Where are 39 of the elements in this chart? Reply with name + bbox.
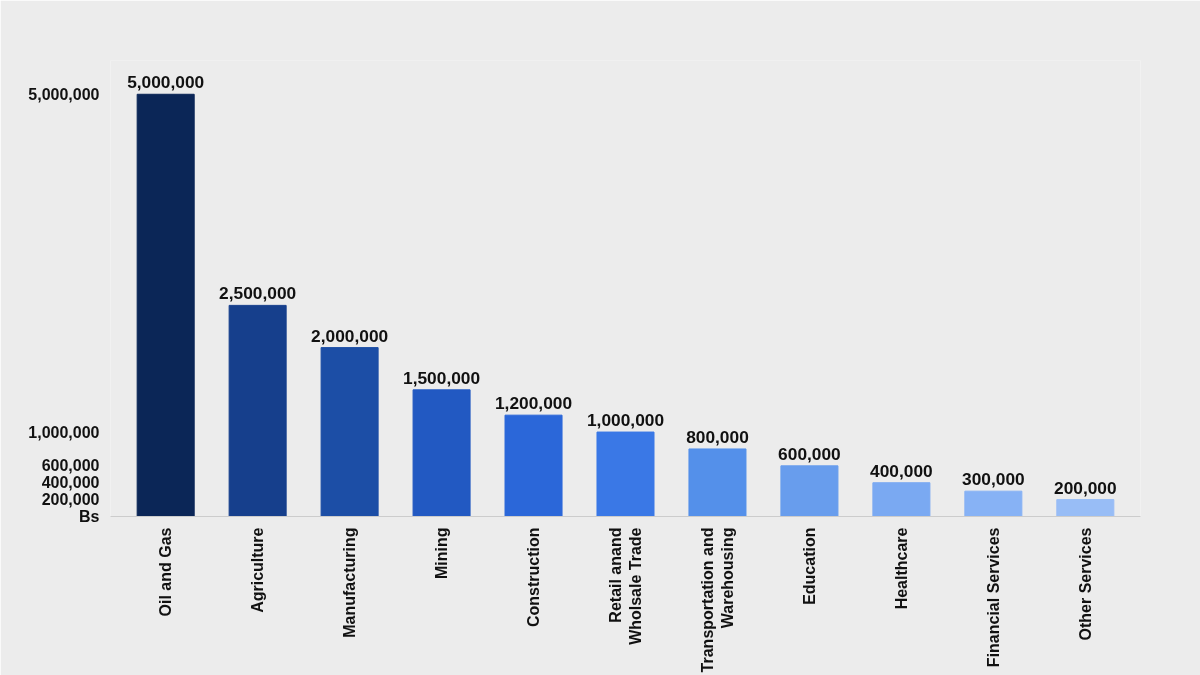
bar: [228, 304, 287, 517]
x-tick-label: Retail anand Wholsale Trade: [606, 527, 645, 645]
bar: [688, 448, 747, 517]
x-tick-label: Education: [800, 527, 818, 605]
data-label: 2,500,000: [219, 283, 297, 304]
data-label: 1,500,000: [403, 367, 481, 388]
bar: [964, 490, 1023, 517]
bar: [412, 389, 471, 517]
data-label: 300,000: [962, 469, 1025, 490]
x-tick-label: Mining: [433, 527, 451, 580]
y-tick-label: 200,000: [41, 491, 100, 509]
bar: [504, 414, 563, 517]
data-label: 200,000: [1054, 477, 1117, 498]
data-label: 2,000,000: [311, 325, 389, 346]
bar: [136, 93, 195, 517]
x-tick-label: Healthcare: [892, 527, 910, 610]
y-tick-label: Bs: [79, 508, 100, 525]
bar: [320, 347, 379, 517]
data-label: 400,000: [870, 460, 933, 481]
x-tick-label: Transportation and Warehousing: [698, 527, 737, 673]
bar: [596, 431, 655, 517]
x-tick-label: Oil and Gas: [157, 527, 175, 617]
data-label: 1,000,000: [586, 410, 665, 431]
data-label: 5,000,000: [127, 72, 205, 93]
data-label: 600,000: [778, 443, 841, 464]
x-tick-label: Agriculture: [249, 527, 267, 613]
x-tick-label: Other Services: [1076, 527, 1094, 641]
x-tick-label: Financial Services: [984, 527, 1002, 668]
bar: [872, 482, 931, 517]
y-tick-label: 600,000: [41, 457, 100, 475]
x-tick-label: Construction: [525, 527, 543, 628]
bar: [780, 465, 839, 517]
data-label: 1,200,000: [494, 393, 573, 414]
bar: [1056, 499, 1115, 517]
y-tick-label: 400,000: [41, 474, 100, 492]
data-label: 800,000: [686, 426, 749, 447]
y-tick-label: 1,000,000: [28, 423, 100, 441]
x-tick-label: Manufacturing: [341, 527, 359, 638]
y-tick-label: 5,000,000: [28, 85, 100, 103]
